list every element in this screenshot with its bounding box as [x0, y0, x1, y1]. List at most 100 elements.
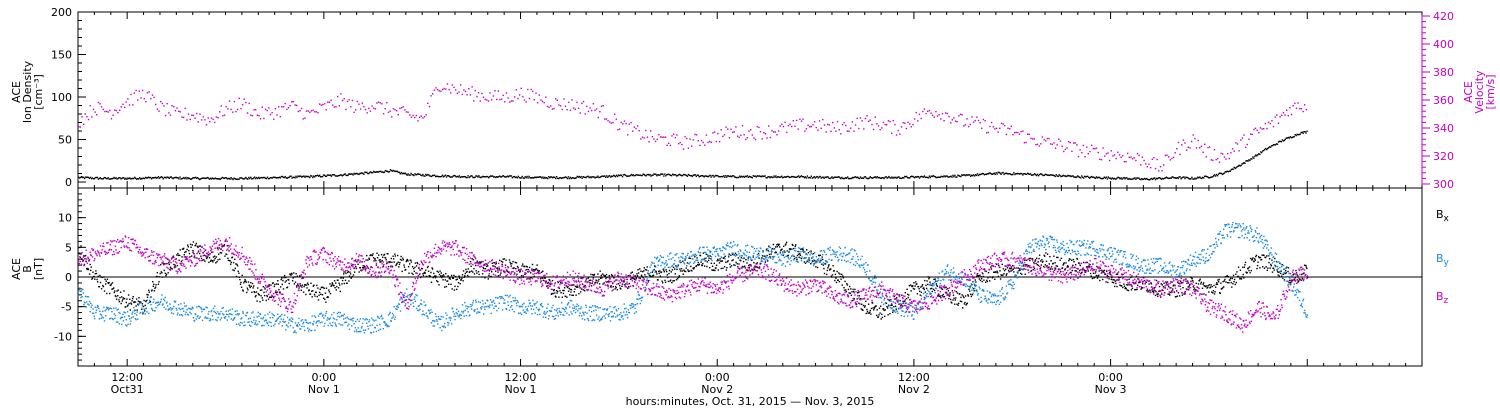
- by-point: [351, 325, 353, 327]
- bx-point: [323, 287, 325, 289]
- bx-point: [682, 273, 684, 275]
- density-point: [118, 177, 120, 179]
- bx-point: [812, 252, 815, 255]
- velocity-point: [438, 90, 440, 92]
- density-point: [634, 174, 636, 177]
- velocity-point: [450, 92, 452, 94]
- by-point: [460, 317, 462, 320]
- density-point: [589, 176, 591, 178]
- by-point: [93, 315, 95, 317]
- density-point: [819, 175, 821, 178]
- velocity-point: [368, 107, 370, 110]
- by-point: [147, 302, 149, 305]
- bx-point: [97, 275, 99, 277]
- bx-point: [753, 268, 756, 270]
- velocity-point: [569, 109, 572, 111]
- velocity-point: [812, 124, 814, 126]
- by-point: [301, 319, 304, 321]
- density-point: [677, 174, 680, 176]
- velocity-point: [328, 101, 331, 103]
- bx-point: [657, 279, 659, 281]
- bx-point: [933, 278, 935, 281]
- bx-point: [499, 274, 501, 276]
- density-point: [1060, 175, 1062, 178]
- density-point: [839, 176, 841, 179]
- bx-point: [461, 277, 463, 280]
- density-point: [426, 174, 428, 177]
- density-point: [153, 177, 156, 179]
- density-point: [409, 174, 411, 176]
- density-point: [1172, 176, 1174, 178]
- density-point: [466, 176, 468, 179]
- density-point: [282, 176, 284, 178]
- density-point: [1129, 178, 1131, 180]
- density-point: [950, 175, 952, 177]
- by-point: [97, 305, 99, 308]
- density-point: [102, 178, 104, 180]
- bx-point: [549, 279, 551, 282]
- density-point: [1122, 177, 1124, 179]
- velocity-point: [1248, 138, 1250, 140]
- bx-point: [593, 273, 596, 276]
- by-point: [290, 320, 292, 322]
- bx-point: [148, 289, 150, 291]
- bx-point: [147, 294, 149, 296]
- density-point: [345, 174, 347, 176]
- density-point: [570, 177, 573, 180]
- bx-point: [728, 255, 730, 258]
- density-point: [216, 178, 219, 180]
- bx-point: [386, 262, 388, 265]
- velocity-point: [725, 126, 727, 128]
- velocity-point: [1208, 146, 1211, 148]
- velocity-point: [787, 124, 790, 127]
- bx-point: [454, 285, 456, 288]
- bx-point: [771, 248, 773, 250]
- bx-point: [729, 263, 731, 265]
- bx-point: [761, 255, 764, 257]
- bx-point: [327, 296, 329, 298]
- velocity-point: [307, 110, 309, 112]
- bx-point: [659, 275, 662, 277]
- bx-point: [598, 278, 600, 281]
- bx-point: [489, 276, 491, 278]
- velocity-point: [761, 138, 763, 140]
- velocity-point: [536, 102, 539, 104]
- bx-point: [1197, 283, 1200, 285]
- bx-point: [319, 288, 321, 290]
- by-point: [453, 315, 455, 318]
- velocity-point: [463, 89, 465, 91]
- by-point: [430, 322, 433, 324]
- bx-point: [242, 290, 244, 292]
- velocity-point: [514, 96, 516, 98]
- density-point: [1194, 177, 1196, 179]
- density-point: [1058, 174, 1060, 176]
- density-point: [1234, 167, 1236, 170]
- density-point: [697, 174, 699, 176]
- by-point: [364, 319, 366, 321]
- bx-point: [606, 276, 608, 279]
- bx-point: [887, 314, 889, 316]
- density-point: [675, 175, 678, 177]
- by-point: [296, 324, 298, 326]
- velocity-point: [305, 110, 308, 112]
- density-point: [394, 170, 397, 173]
- density-point: [1200, 177, 1202, 179]
- velocity-point: [1197, 139, 1199, 142]
- by-point: [405, 303, 407, 305]
- density-point: [1083, 177, 1085, 179]
- by-point: [230, 318, 232, 320]
- velocity-point: [627, 134, 629, 136]
- bx-point: [384, 257, 387, 259]
- velocity-point: [525, 101, 527, 103]
- bx-point: [668, 272, 670, 275]
- bx-point: [746, 269, 749, 272]
- by-point: [488, 307, 491, 309]
- bx-point: [966, 302, 968, 304]
- density-point: [1064, 175, 1066, 177]
- density-point: [753, 175, 755, 177]
- density-point: [258, 177, 261, 180]
- density-point: [814, 177, 816, 179]
- bx-point: [725, 261, 727, 263]
- density-point: [1190, 178, 1192, 180]
- bx-point: [1013, 271, 1015, 273]
